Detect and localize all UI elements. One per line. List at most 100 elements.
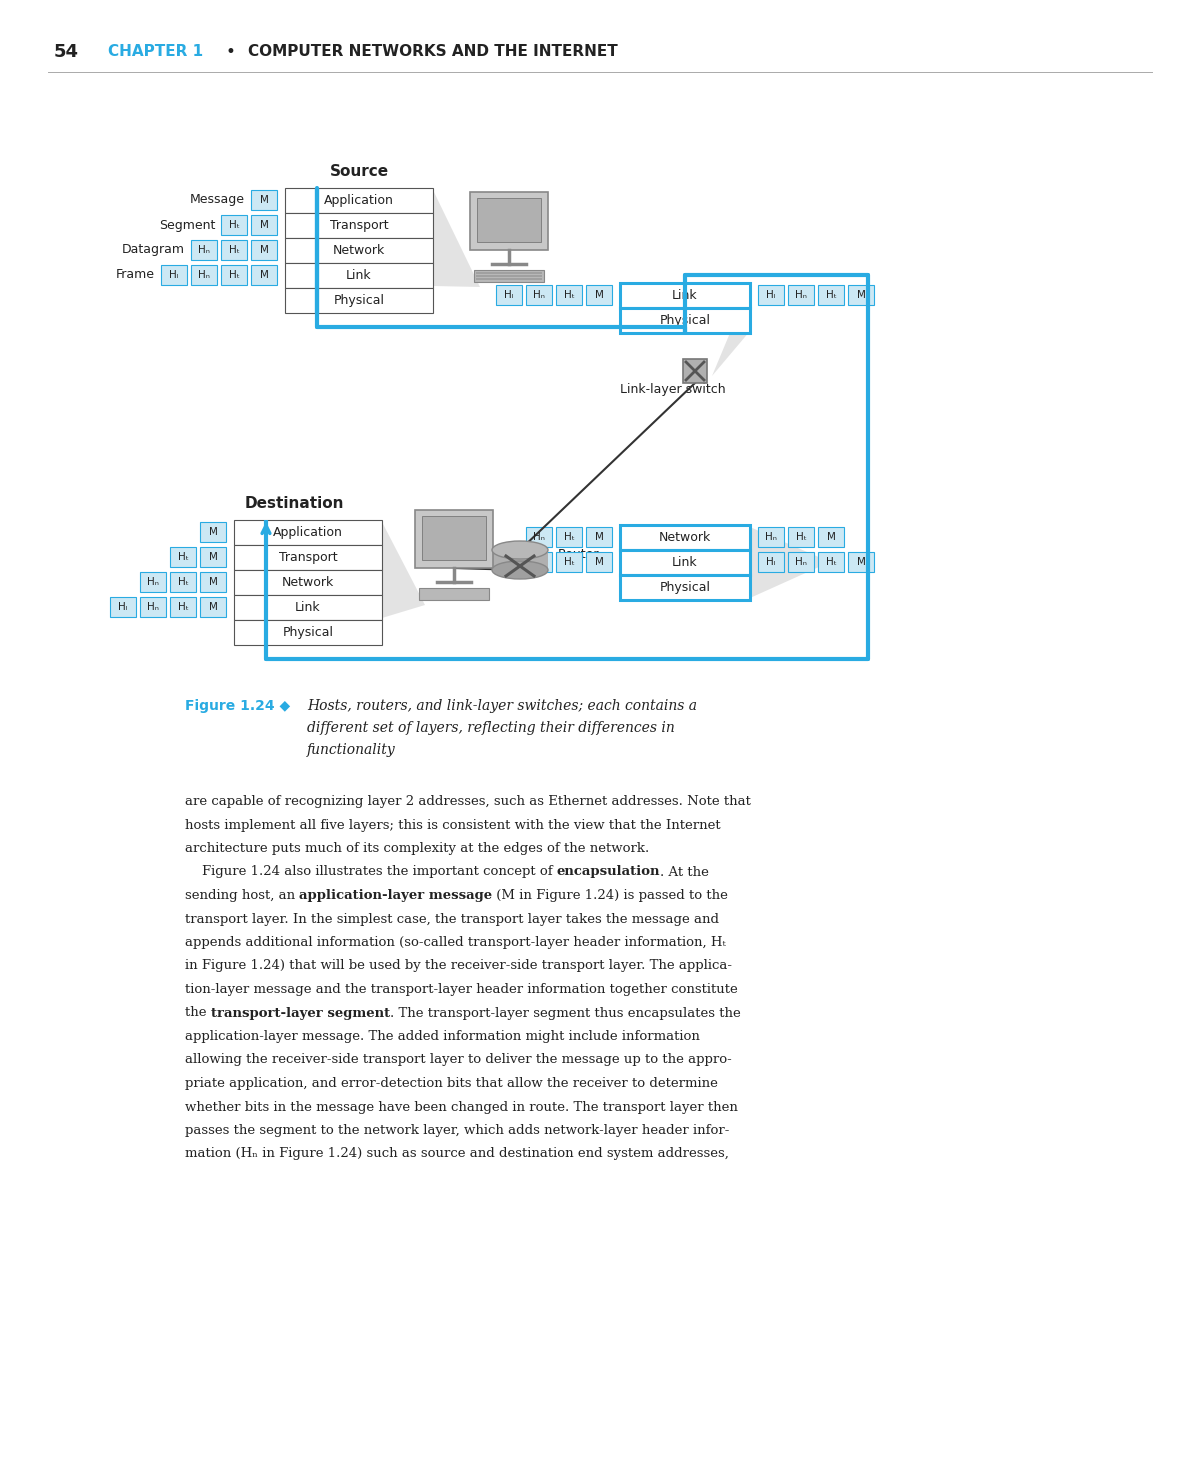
FancyBboxPatch shape [170,571,196,592]
FancyBboxPatch shape [415,510,493,568]
FancyBboxPatch shape [848,552,874,571]
Text: M: M [259,194,269,205]
Text: Hₜ: Hₜ [826,289,836,300]
Text: Hₜ: Hₜ [826,556,836,567]
Text: Figure 1.24 ◆: Figure 1.24 ◆ [185,699,290,712]
Text: Hₗ: Hₗ [767,289,775,300]
Text: Hₙ: Hₙ [533,289,545,300]
FancyBboxPatch shape [818,285,844,306]
Text: Hₜ: Hₜ [178,552,188,562]
FancyBboxPatch shape [286,188,433,214]
Text: Hₜ: Hₜ [564,289,575,300]
Text: mation (Hₙ in Figure 1.24) such as source and destination end system addresses,: mation (Hₙ in Figure 1.24) such as sourc… [185,1147,728,1160]
Text: (M in Figure 1.24) is passed to the: (M in Figure 1.24) is passed to the [492,889,728,902]
Text: Transport: Transport [278,551,337,564]
FancyBboxPatch shape [170,548,196,567]
Text: M: M [594,289,604,300]
Text: Datagram: Datagram [122,243,185,257]
Text: Hₗ: Hₗ [119,603,127,611]
FancyBboxPatch shape [476,278,542,280]
FancyBboxPatch shape [620,551,750,574]
FancyBboxPatch shape [492,551,548,570]
Text: CHAPTER 1: CHAPTER 1 [108,45,203,59]
Text: Hₗ: Hₗ [767,556,775,567]
Text: Hₜ: Hₜ [228,245,240,255]
FancyBboxPatch shape [788,527,814,548]
Text: Hₜ: Hₜ [796,531,806,542]
Text: Link: Link [346,269,372,282]
FancyBboxPatch shape [758,285,784,306]
FancyBboxPatch shape [286,263,433,288]
FancyBboxPatch shape [234,595,382,620]
Text: are capable of recognizing layer 2 addresses, such as Ethernet addresses. Note t: are capable of recognizing layer 2 addre… [185,795,751,807]
FancyBboxPatch shape [161,266,187,285]
FancyBboxPatch shape [251,190,277,211]
Text: M: M [209,552,217,562]
Text: the: the [185,1006,211,1020]
FancyBboxPatch shape [476,275,542,278]
Text: Hₙ: Hₙ [198,245,210,255]
Text: Physical: Physical [660,582,710,594]
Polygon shape [750,527,830,598]
FancyBboxPatch shape [818,527,844,548]
Text: M: M [209,577,217,588]
Text: Link: Link [295,601,320,614]
Text: Hₗ: Hₗ [169,270,179,280]
Text: Hosts, routers, and link-layer switches; each contains a: Hosts, routers, and link-layer switches;… [307,699,697,712]
Text: sending host, an: sending host, an [185,889,299,902]
FancyBboxPatch shape [234,620,382,646]
Text: Hₜ: Hₜ [564,531,575,542]
FancyBboxPatch shape [683,359,707,383]
FancyBboxPatch shape [221,240,247,260]
Text: M: M [857,556,865,567]
FancyBboxPatch shape [286,237,433,263]
FancyBboxPatch shape [191,266,217,285]
FancyBboxPatch shape [110,597,136,617]
Text: M: M [827,531,835,542]
FancyBboxPatch shape [140,571,166,592]
FancyBboxPatch shape [200,522,226,542]
Text: Transport: Transport [330,220,389,232]
Text: priate application, and error-detection bits that allow the receiver to determin: priate application, and error-detection … [185,1077,718,1091]
FancyBboxPatch shape [251,266,277,285]
Text: encapsulation: encapsulation [557,865,660,879]
Text: different set of layers, reflecting their differences in: different set of layers, reflecting thei… [307,721,674,735]
Text: passes the segment to the network layer, which adds network-layer header infor-: passes the segment to the network layer,… [185,1123,730,1137]
Text: tion-layer message and the transport-layer header information together constitut: tion-layer message and the transport-lay… [185,982,738,996]
Text: architecture puts much of its complexity at the edges of the network.: architecture puts much of its complexity… [185,841,649,855]
Ellipse shape [492,561,548,579]
FancyBboxPatch shape [556,285,582,306]
Text: Physical: Physical [282,626,334,640]
Text: Hₗ: Hₗ [504,289,514,300]
FancyBboxPatch shape [221,266,247,285]
Text: Link: Link [672,556,698,568]
Text: Application: Application [324,194,394,206]
Text: M: M [594,531,604,542]
Text: Hₙ: Hₙ [198,270,210,280]
Text: transport-layer segment: transport-layer segment [211,1006,390,1020]
Text: M: M [209,603,217,611]
FancyBboxPatch shape [286,288,433,313]
Text: Message: Message [190,193,245,206]
Text: hosts implement all five layers; this is consistent with the view that the Inter: hosts implement all five layers; this is… [185,819,721,831]
FancyBboxPatch shape [476,272,542,275]
Text: Hₙ: Hₙ [766,531,776,542]
Polygon shape [433,190,480,286]
Text: Frame: Frame [116,269,155,282]
FancyBboxPatch shape [234,570,382,595]
Text: Link: Link [672,289,698,303]
Polygon shape [712,285,750,375]
FancyBboxPatch shape [191,240,217,260]
FancyBboxPatch shape [586,285,612,306]
FancyBboxPatch shape [556,527,582,548]
FancyBboxPatch shape [200,597,226,617]
FancyBboxPatch shape [620,525,750,551]
Ellipse shape [492,542,548,559]
FancyBboxPatch shape [586,552,612,571]
Text: application-layer message. The added information might include information: application-layer message. The added inf… [185,1030,700,1043]
Text: appends additional information (so-called transport-layer header information, Hₜ: appends additional information (so-calle… [185,936,726,948]
FancyBboxPatch shape [526,552,552,571]
FancyBboxPatch shape [556,552,582,571]
FancyBboxPatch shape [234,519,382,545]
FancyBboxPatch shape [170,597,196,617]
